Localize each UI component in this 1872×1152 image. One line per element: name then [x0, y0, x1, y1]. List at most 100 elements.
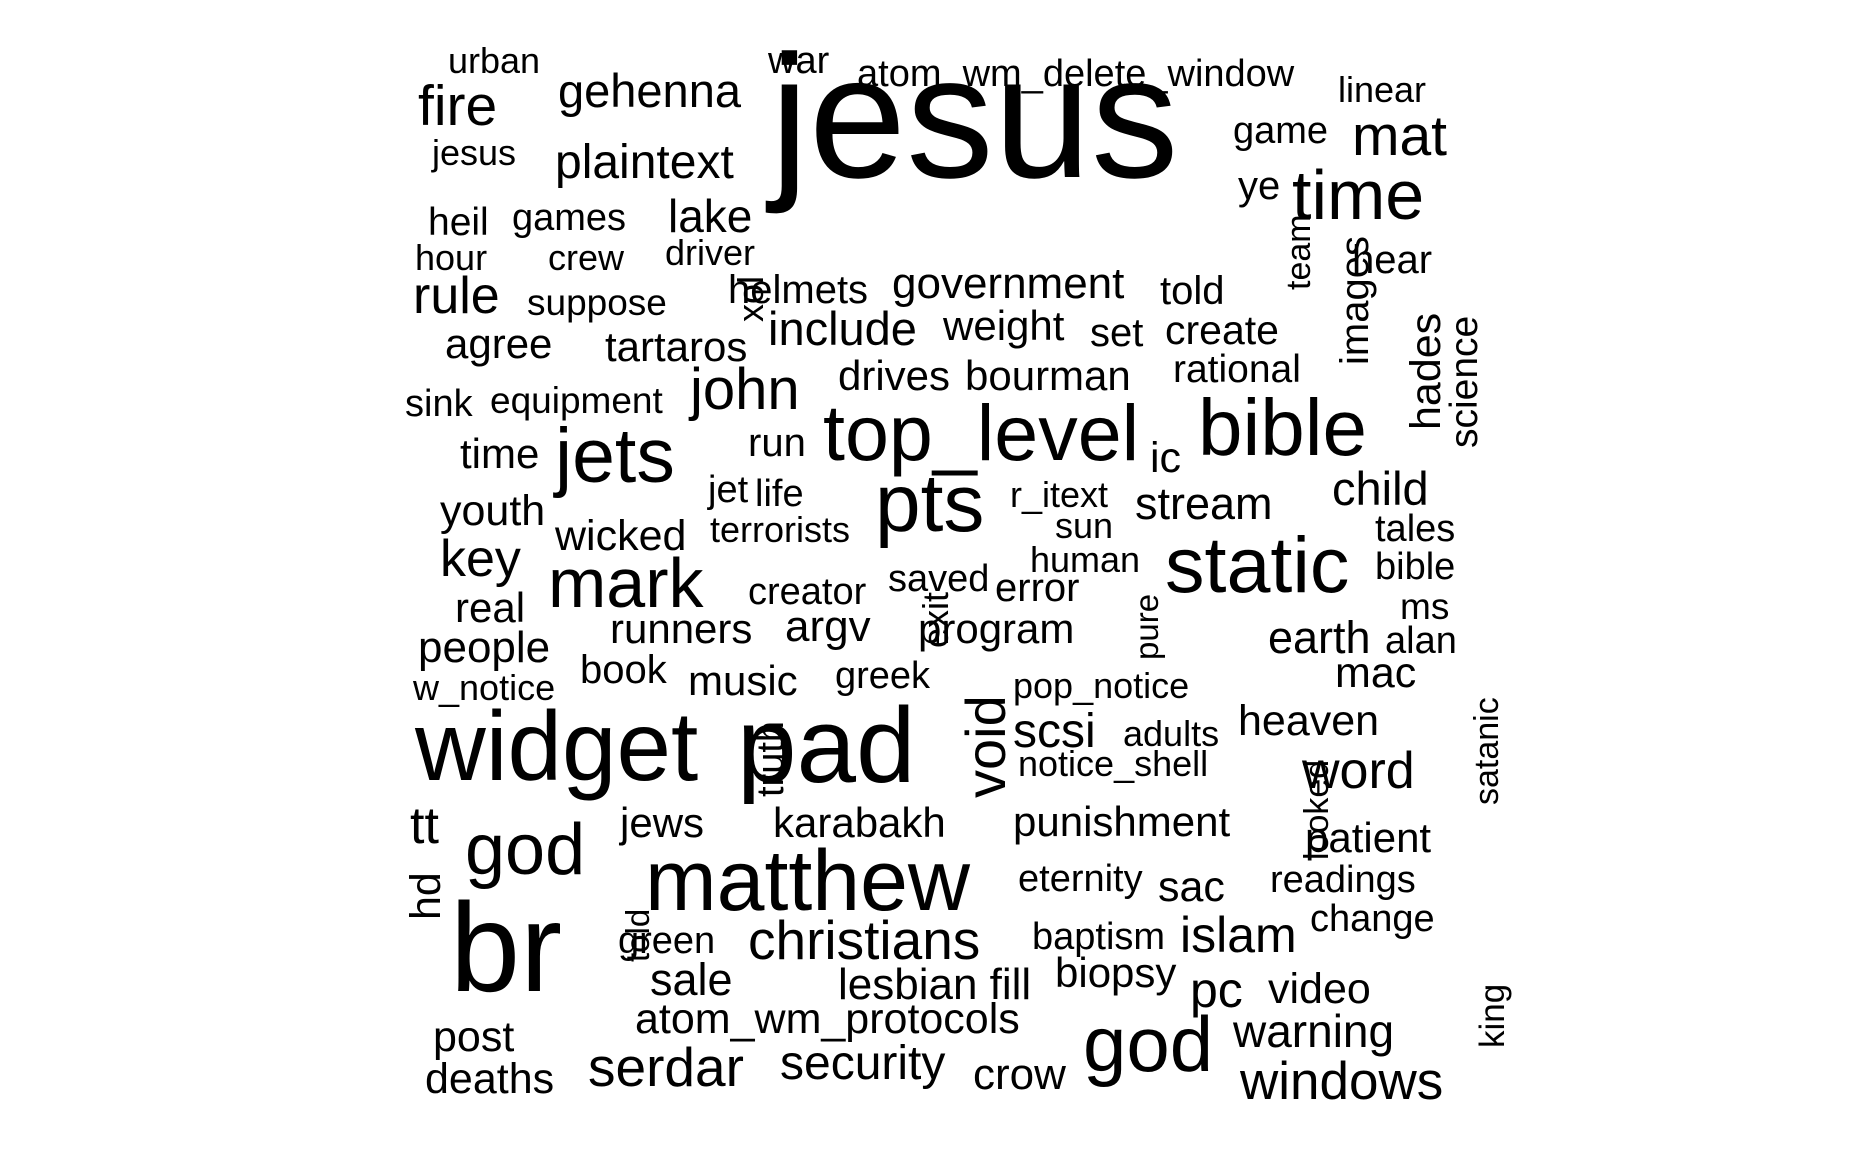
word-saved-41: saved: [888, 558, 990, 600]
word-mac-116: mac: [1335, 649, 1417, 697]
word-sink-73: sink: [405, 383, 473, 425]
word-set-79: set: [1090, 311, 1144, 355]
word-helmets-82: helmets: [728, 268, 869, 312]
word-matthew-4: matthew: [645, 833, 971, 929]
word-crow-54: crow: [973, 1050, 1066, 1099]
word-warning-53: warning: [1233, 1005, 1395, 1057]
word-video-57: video: [1268, 965, 1371, 1013]
word-post-56: post: [433, 1013, 515, 1061]
word-jets-9: jets: [555, 413, 675, 499]
word-void-24: void: [954, 695, 1017, 798]
word-looked-122: looked: [1298, 759, 1336, 860]
word-run-104: run: [748, 421, 806, 465]
word-pc-48: pc: [1190, 962, 1243, 1018]
word-suppose-76: suppose: [527, 282, 667, 323]
word-pad-2: pad: [737, 685, 916, 805]
word-program-38: program: [918, 605, 1075, 652]
word-weight-78: weight: [943, 302, 1065, 349]
word-green-62: green: [618, 920, 716, 962]
word-ye-91: ye: [1238, 164, 1281, 208]
word-tales-112: tales: [1375, 508, 1456, 550]
word-include-28: include: [768, 302, 917, 355]
word-driver-100: driver: [665, 232, 756, 273]
word-ms-114: ms: [1400, 586, 1450, 627]
word-lake-30: lake: [668, 190, 753, 242]
word-terrorists-111: terrorists: [710, 509, 851, 550]
word-scsi-25: scsi: [1013, 705, 1096, 758]
word-war-95: war: [768, 40, 830, 82]
word-mat-14: mat: [1352, 104, 1448, 168]
word-alan-115: alan: [1385, 620, 1457, 662]
word-king-126: king: [1473, 983, 1512, 1048]
word-serdar-19: serdar: [588, 1036, 744, 1098]
word-key-32: key: [440, 530, 521, 588]
word-top-level-5: top_level: [823, 388, 1140, 477]
word-pure-125: pure: [1128, 593, 1165, 660]
word-real-71: real: [455, 584, 526, 631]
word-runners-36: runners: [610, 605, 753, 652]
word-create-80: create: [1165, 307, 1279, 353]
word-readings-59: readings: [1270, 859, 1416, 901]
word-mark-10: mark: [548, 544, 704, 622]
word-fire-17: fire: [418, 74, 498, 138]
word-ic-105: ic: [1150, 434, 1182, 482]
word-human-110: human: [1030, 539, 1141, 580]
word-game-92: game: [1233, 110, 1329, 152]
word-heaven-43: heaven: [1238, 697, 1380, 745]
word-karabakh-67: karabakh: [773, 799, 946, 846]
word-jesus-97: jesus: [432, 132, 517, 173]
word-told-63: told: [619, 908, 656, 962]
word-hear-90: hear: [1352, 238, 1433, 282]
word-life-107: life: [755, 473, 804, 515]
word-wicked-35: wicked: [555, 512, 687, 560]
word-atom-wm-protocols-52: atom_wm_protocols: [635, 995, 1020, 1043]
word-youth-34: youth: [440, 487, 546, 535]
word-people-33: people: [418, 623, 551, 672]
word-notice-shell-120: notice_shell: [1018, 743, 1209, 784]
word-team-87: team: [1280, 214, 1318, 290]
word-sun-109: sun: [1055, 505, 1114, 546]
word-change-58: change: [1310, 898, 1435, 940]
word-exit-124: exit: [915, 591, 956, 648]
word-baptism-61: baptism: [1032, 916, 1166, 958]
word-government-29: government: [892, 259, 1125, 308]
word-linear-93: linear: [1338, 69, 1427, 110]
word-greek-118: greek: [835, 655, 931, 697]
word-br-3: br: [450, 877, 563, 1018]
word-static-6: static: [1165, 520, 1350, 609]
word-crew-102: crew: [548, 237, 625, 278]
word-adults-119: adults: [1123, 713, 1220, 754]
word-christians-18: christians: [748, 909, 981, 971]
word-tt-65: tt: [410, 797, 439, 855]
word-sale-51: sale: [650, 954, 733, 1005]
word-sac-47: sac: [1158, 863, 1225, 911]
word-windows-21: windows: [1240, 1052, 1444, 1111]
word-god-12: god: [1083, 1000, 1214, 1088]
word-agree-75: agree: [445, 320, 553, 367]
word-widget-1: widget: [415, 691, 699, 801]
word-urban-96: urban: [448, 40, 541, 81]
word-truth-123: truth: [750, 720, 792, 797]
word-plaintext-16: plaintext: [555, 136, 734, 189]
word-god-11: god: [465, 810, 586, 890]
word-bible-113: bible: [1375, 546, 1456, 588]
word-biopsy-49: biopsy: [1055, 949, 1177, 996]
word-jesus-0: jesus: [770, 20, 1179, 215]
word-jet-106: jet: [708, 469, 749, 511]
word-pop-notice-117: pop_notice: [1013, 665, 1190, 706]
word-atom-wm-delete-window-94: atom_wm_delete_window: [857, 53, 1295, 95]
word-child-27: child: [1332, 462, 1429, 515]
word-w-notice-70: w_notice: [413, 667, 556, 708]
word-games-99: games: [512, 197, 627, 239]
word-hour-101: hour: [415, 237, 488, 278]
word-drives-83: drives: [838, 352, 951, 399]
word-time-13: time: [1292, 156, 1425, 234]
word-argv-37: argv: [785, 602, 871, 651]
word-jews-66: jews: [620, 799, 705, 846]
word-bourman-84: bourman: [965, 352, 1131, 399]
word-punishment-44: punishment: [1013, 798, 1231, 845]
word-told-81: told: [1160, 269, 1225, 313]
word-science-89: science: [1443, 315, 1486, 448]
word-satanic-121: satanic: [1468, 697, 1506, 805]
